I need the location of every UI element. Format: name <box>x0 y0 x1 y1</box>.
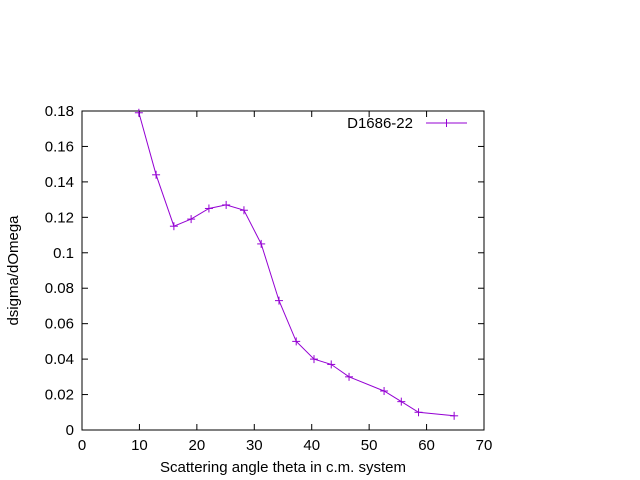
data-point <box>345 372 354 381</box>
y-axis-title: dsigma/dOmega <box>5 215 22 326</box>
y-tick-label: 0.06 <box>45 316 74 333</box>
y-tick-label: 0.14 <box>45 174 74 191</box>
series-layer <box>134 108 459 420</box>
data-point <box>414 408 423 417</box>
x-tick-label: 40 <box>303 437 320 454</box>
x-tick-label: 50 <box>361 437 378 454</box>
data-point <box>169 222 178 231</box>
legend: D1686-22 <box>347 115 467 132</box>
x-tick-label: 60 <box>418 437 435 454</box>
data-point <box>274 296 283 305</box>
data-point <box>327 360 336 369</box>
series-line <box>138 112 455 417</box>
y-tick-label: 0.1 <box>53 245 74 262</box>
data-point <box>187 215 196 224</box>
data-point <box>380 387 389 396</box>
data-point <box>204 204 213 213</box>
y-tick-label: 0.08 <box>45 280 74 297</box>
data-point <box>292 337 301 346</box>
legend-label: D1686-22 <box>347 115 413 132</box>
y-tick-label: 0 <box>66 422 74 439</box>
x-tick-label: 20 <box>189 437 206 454</box>
x-tick-label: 30 <box>246 437 263 454</box>
data-point <box>239 206 248 215</box>
x-tick-label: 0 <box>78 437 86 454</box>
data-point <box>152 170 161 179</box>
data-point <box>222 200 231 209</box>
y-tick-label: 0.18 <box>45 103 74 120</box>
y-tick-label: 0.04 <box>45 351 74 368</box>
data-point <box>134 108 143 117</box>
y-tick-label: 0.02 <box>45 387 74 404</box>
data-point <box>310 355 319 364</box>
x-tick-label: 70 <box>476 437 493 454</box>
y-tick-label: 0.16 <box>45 138 74 155</box>
plot-frame <box>81 110 485 431</box>
x-axis: 0 10 20 30 40 50 60 70 <box>78 111 493 454</box>
plot-border <box>81 110 485 431</box>
data-point <box>450 411 459 420</box>
x-tick-label: 10 <box>131 437 148 454</box>
data-point <box>397 397 406 406</box>
data-point <box>257 239 266 248</box>
y-tick-label: 0.12 <box>45 209 74 226</box>
y-axis: 0 0.02 0.04 0.06 0.08 0.1 0.12 0.14 0.16 0.18 <box>45 103 484 439</box>
x-axis-title: Scattering angle theta in c.m. system <box>160 459 406 476</box>
